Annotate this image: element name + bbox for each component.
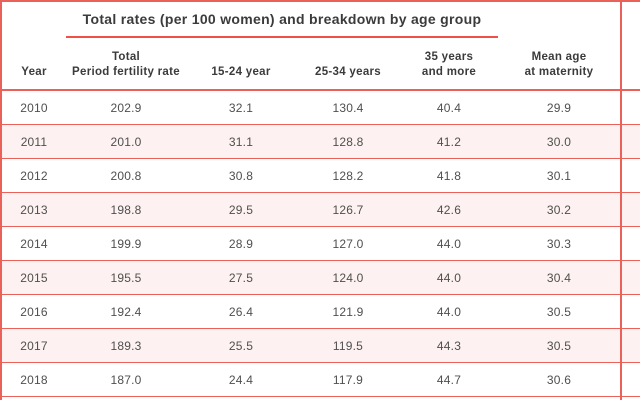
rate-35-more-cell: 40.4 — [436, 100, 462, 115]
column-header-total-period-fertility-rate: Total Period fertility rate — [72, 51, 180, 78]
rate-35-more-cell: 44.0 — [436, 304, 462, 319]
table-title: Total rates (per 100 women) and breakdow… — [82, 11, 482, 27]
rate-25-34-cell: 128.8 — [332, 134, 364, 149]
year-cell: 2017 — [20, 338, 48, 353]
rate-25-34-cell: 124.0 — [332, 270, 364, 285]
rate-35-more-cell: 44.0 — [436, 270, 462, 285]
rate-35-more-cell: 41.2 — [436, 134, 462, 149]
year-cell: 2012 — [20, 168, 48, 183]
year-cell: 2014 — [20, 236, 48, 251]
table-row: 2017 189.3 25.5 119.5 44.3 30.5 — [2, 329, 640, 363]
rate-25-34-cell: 117.9 — [332, 372, 364, 387]
rate-25-34-cell: 130.4 — [332, 100, 364, 115]
mean-age-cell: 30.4 — [546, 270, 572, 285]
table-row: 2015 195.5 27.5 124.0 44.0 30.4 — [2, 261, 640, 295]
rate-35-more-cell: 44.3 — [436, 338, 462, 353]
mean-age-cell: 30.3 — [546, 236, 572, 251]
column-header-year: Year — [21, 66, 47, 78]
rate-15-24-cell: 30.8 — [228, 168, 254, 183]
mean-age-cell: 30.1 — [546, 168, 572, 183]
rate-25-34-cell: 128.2 — [332, 168, 364, 183]
total-period-fertility-rate-cell: 192.4 — [110, 304, 142, 319]
rate-25-34-cell: 126.7 — [332, 202, 364, 217]
mean-age-cell: 30.0 — [546, 134, 572, 149]
rate-15-24-cell: 26.4 — [228, 304, 254, 319]
total-period-fertility-rate-cell: 202.9 — [110, 100, 142, 115]
table-header-row: Year Total Period fertility rate 15-24 y… — [2, 38, 640, 91]
table-row: 2014 199.9 28.9 127.0 44.0 30.3 — [2, 227, 640, 261]
rate-35-more-cell: 41.8 — [436, 168, 462, 183]
cropped-column-spacer — [620, 38, 640, 89]
table-row: 2012 200.8 30.8 128.2 41.8 30.1 — [2, 159, 640, 193]
mean-age-cell: 30.5 — [546, 304, 572, 319]
rate-35-more-cell: 44.0 — [436, 236, 462, 251]
rate-35-more-cell: 44.7 — [436, 372, 462, 387]
mean-age-cell: 30.2 — [546, 202, 572, 217]
table-row: 2016 192.4 26.4 121.9 44.0 30.5 — [2, 295, 640, 329]
total-period-fertility-rate-cell: 195.5 — [110, 270, 142, 285]
rate-15-24-cell: 25.5 — [228, 338, 254, 353]
rate-25-34-cell: 119.5 — [332, 338, 364, 353]
year-cell: 2016 — [20, 304, 48, 319]
column-header-15-24-year: 15-24 year — [211, 66, 271, 78]
rate-15-24-cell: 31.1 — [228, 134, 254, 149]
column-header-mean-age-at-maternity: Mean age at maternity — [524, 51, 594, 78]
table-row: 2013 198.8 29.5 126.7 42.6 30.2 — [2, 193, 640, 227]
total-period-fertility-rate-cell: 200.8 — [110, 168, 142, 183]
year-cell: 2015 — [20, 270, 48, 285]
table-row: 2011 201.0 31.1 128.8 41.2 30.0 — [2, 125, 640, 159]
year-cell: 2011 — [20, 134, 48, 149]
year-cell: 2010 — [20, 100, 48, 115]
total-period-fertility-rate-cell: 198.8 — [110, 202, 142, 217]
mean-age-cell: 30.5 — [546, 338, 572, 353]
year-cell: 2018 — [20, 372, 48, 387]
table-body: 2010 202.9 32.1 130.4 40.4 29.9 2011 201… — [2, 91, 640, 397]
table-row: 2018 187.0 24.4 117.9 44.7 30.6 — [2, 363, 640, 397]
total-period-fertility-rate-cell: 201.0 — [110, 134, 142, 149]
rate-15-24-cell: 28.9 — [228, 236, 254, 251]
rate-15-24-cell: 27.5 — [228, 270, 254, 285]
rate-25-34-cell: 127.0 — [332, 236, 364, 251]
table-title-block: Total rates (per 100 women) and breakdow… — [66, 2, 498, 38]
rate-15-24-cell: 32.1 — [228, 100, 254, 115]
rate-15-24-cell: 29.5 — [228, 202, 254, 217]
rate-35-more-cell: 42.6 — [436, 202, 462, 217]
total-period-fertility-rate-cell: 189.3 — [110, 338, 142, 353]
year-cell: 2013 — [20, 202, 48, 217]
column-header-25-34-years: 25-34 years — [315, 66, 381, 78]
mean-age-cell: 29.9 — [546, 100, 572, 115]
mean-age-cell: 30.6 — [546, 372, 572, 387]
total-period-fertility-rate-cell: 187.0 — [110, 372, 142, 387]
column-header-35-years-and-more: 35 years and more — [421, 51, 477, 78]
rate-25-34-cell: 121.9 — [332, 304, 364, 319]
table-row: 2010 202.9 32.1 130.4 40.4 29.9 — [2, 91, 640, 125]
rate-15-24-cell: 24.4 — [228, 372, 254, 387]
total-period-fertility-rate-cell: 199.9 — [110, 236, 142, 251]
